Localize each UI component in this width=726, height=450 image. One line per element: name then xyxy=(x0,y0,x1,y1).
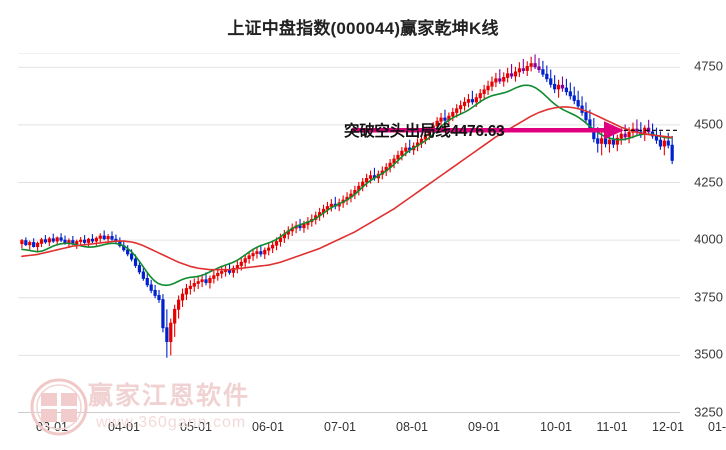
plot-area xyxy=(18,53,680,413)
breakout-annotation-label: 突破空头出局线4476.63 xyxy=(344,123,505,141)
y-axis-tick-label: 4250 xyxy=(694,174,723,190)
x-axis-tick-label: 03-01 xyxy=(36,420,68,434)
x-axis-tick-label: 12-01 xyxy=(652,420,684,434)
x-axis-tick-label: 07-01 xyxy=(324,420,356,434)
x-axis-tick-label: 05-01 xyxy=(180,420,212,434)
x-axis-tick-label: 08-01 xyxy=(396,420,428,434)
gridlines xyxy=(18,53,680,413)
x-axis-tick-label: 09-01 xyxy=(468,420,500,434)
x-axis-tick-label: 11-01 xyxy=(596,420,628,434)
y-axis-tick-label: 4000 xyxy=(694,231,723,247)
x-axis-tick-label: 04-01 xyxy=(108,420,140,434)
y-axis-tick-label: 4500 xyxy=(694,116,723,132)
y-axis-tick-label: 4750 xyxy=(694,58,723,74)
y-axis-tick-label: 3500 xyxy=(694,346,723,362)
page-title: 上证中盘指数(000044)赢家乾坤K线 xyxy=(227,19,499,38)
y-axis-tick-label: 3250 xyxy=(694,404,723,420)
x-axis-tick-label: 06-01 xyxy=(252,420,284,434)
candlestick-series xyxy=(20,54,674,358)
x-axis-tick-label: 01-01 xyxy=(708,420,726,434)
y-axis-tick-label: 3750 xyxy=(694,289,723,305)
x-axis-tick-label: 10-01 xyxy=(540,420,572,434)
annotation-overlay xyxy=(352,121,680,140)
